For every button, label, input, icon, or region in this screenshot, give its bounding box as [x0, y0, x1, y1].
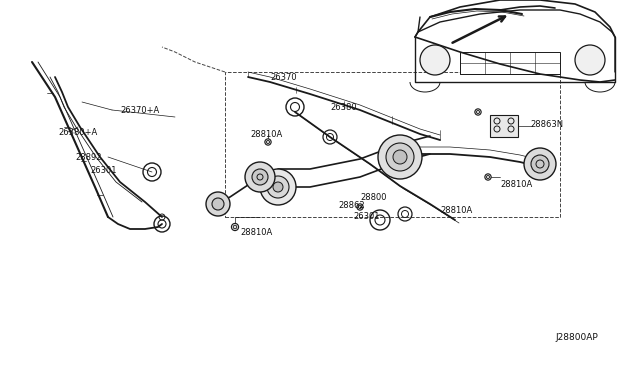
- Circle shape: [260, 169, 296, 205]
- Text: 26301: 26301: [90, 166, 116, 174]
- Text: 28810A: 28810A: [440, 205, 472, 215]
- Circle shape: [393, 150, 407, 164]
- Text: 28810A: 28810A: [500, 180, 532, 189]
- Bar: [460, 52, 560, 74]
- Text: 26380+A: 26380+A: [58, 128, 97, 137]
- Text: 26301: 26301: [353, 212, 380, 221]
- Circle shape: [378, 135, 422, 179]
- Circle shape: [265, 139, 271, 145]
- Circle shape: [232, 224, 239, 231]
- Circle shape: [475, 109, 481, 115]
- Circle shape: [357, 204, 363, 210]
- Text: 28810A: 28810A: [250, 129, 282, 138]
- Circle shape: [386, 143, 414, 171]
- Text: 26370: 26370: [270, 73, 296, 81]
- Circle shape: [524, 148, 556, 180]
- Circle shape: [212, 198, 224, 210]
- Circle shape: [252, 169, 268, 185]
- Text: 28862: 28862: [338, 201, 365, 209]
- Text: 28863N: 28863N: [530, 119, 563, 128]
- Circle shape: [575, 45, 605, 75]
- Circle shape: [485, 174, 491, 180]
- Circle shape: [420, 45, 450, 75]
- Text: J28800AP: J28800AP: [555, 333, 598, 341]
- Circle shape: [245, 162, 275, 192]
- Text: 28810A: 28810A: [240, 228, 272, 237]
- Circle shape: [273, 182, 283, 192]
- Text: 26370+A: 26370+A: [120, 106, 159, 115]
- Circle shape: [267, 176, 289, 198]
- Text: 28800: 28800: [360, 192, 387, 202]
- Text: 28892: 28892: [75, 153, 102, 161]
- Circle shape: [531, 155, 549, 173]
- Text: 26380: 26380: [330, 103, 356, 112]
- Bar: [490, 115, 518, 137]
- Circle shape: [206, 192, 230, 216]
